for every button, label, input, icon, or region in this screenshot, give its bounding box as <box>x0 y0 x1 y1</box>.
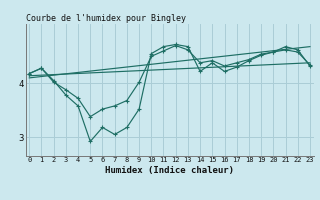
Text: Courbe de l'humidex pour Bingley: Courbe de l'humidex pour Bingley <box>26 14 186 23</box>
X-axis label: Humidex (Indice chaleur): Humidex (Indice chaleur) <box>105 166 234 175</box>
